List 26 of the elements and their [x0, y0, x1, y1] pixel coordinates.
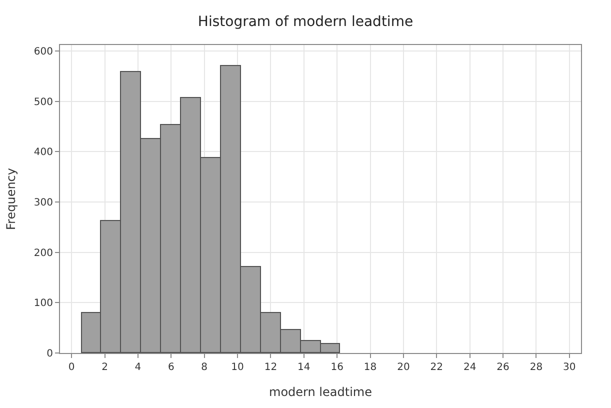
y-tick-label: 500 [34, 96, 53, 108]
x-tick-label: 20 [397, 362, 410, 373]
y-tick-label: 400 [34, 147, 53, 158]
x-tick-label: 2 [102, 362, 108, 373]
x-tick-label: 14 [298, 362, 310, 373]
x-tick-label: 6 [168, 362, 174, 373]
x-axis-title: modern leadtime [269, 384, 372, 399]
chart-title: Histogram of modern leadtime [198, 14, 414, 30]
y-tick-label: 300 [34, 198, 53, 209]
x-tick-label: 10 [231, 362, 244, 373]
x-tick-label: 24 [463, 362, 476, 373]
x-tick-label: 16 [330, 362, 344, 373]
y-tick-label: 0 [46, 348, 53, 360]
x-tick-label: 30 [563, 362, 576, 373]
y-tick-label: 100 [34, 298, 53, 310]
x-tick-label: 18 [364, 362, 377, 373]
y-axis-title: Frequency [4, 168, 18, 230]
x-tick-label: 22 [430, 362, 444, 373]
x-tick-label: 26 [496, 362, 510, 373]
x-tick-label: 12 [264, 362, 278, 373]
x-tick-label: 0 [68, 362, 75, 373]
x-tick-label: 4 [134, 362, 142, 373]
y-tick-label: 600 [34, 46, 53, 58]
x-tick-label: 8 [201, 362, 208, 373]
y-tick-label: 200 [34, 248, 53, 259]
x-tick-label: 28 [530, 362, 543, 373]
